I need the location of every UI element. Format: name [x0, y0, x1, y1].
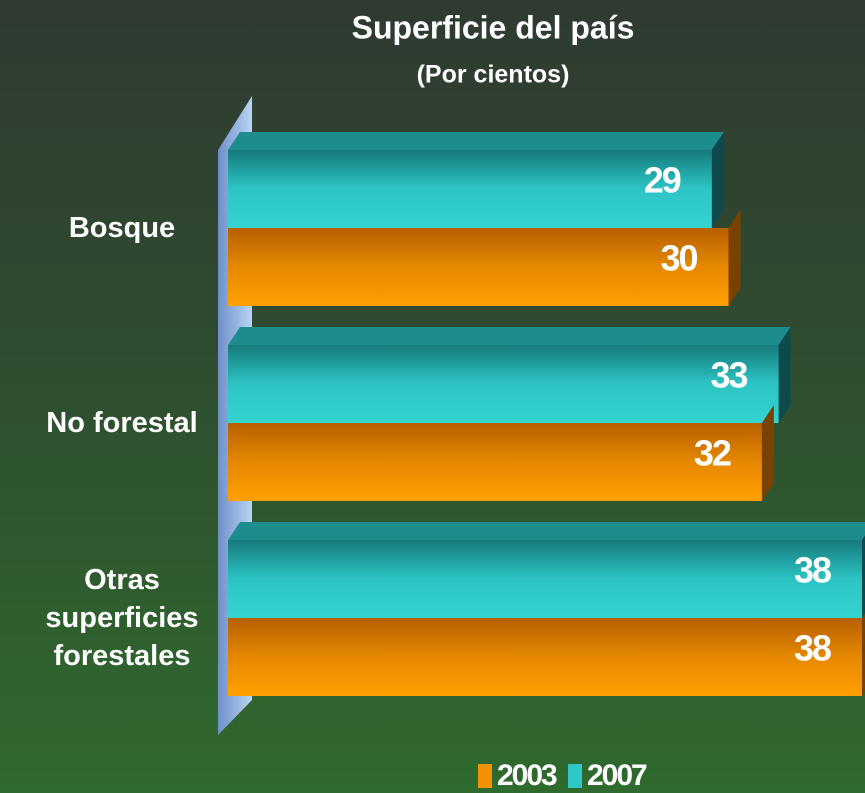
legend-swatch: [478, 764, 492, 788]
data-label: 29: [644, 160, 681, 201]
chart-title: Superficie del país: [352, 9, 635, 45]
bar: [228, 540, 862, 618]
bar-top: [228, 522, 865, 540]
data-label: 32: [694, 433, 731, 474]
bar: [228, 150, 712, 228]
legend-label: 2007: [587, 759, 647, 792]
bar-side: [728, 210, 741, 306]
bar-side: [761, 405, 774, 501]
bar-top: [228, 132, 724, 150]
legend-swatch: [568, 764, 582, 788]
bar: [228, 228, 729, 306]
data-label: 38: [794, 550, 831, 591]
bar: [228, 423, 762, 501]
bar-side: [778, 327, 791, 423]
category-label: Bosque: [68, 212, 176, 244]
legend-label: 2003: [497, 759, 557, 792]
chart-subtitle: (Por cientos): [417, 61, 570, 89]
data-label: 33: [711, 355, 748, 396]
bar-side: [862, 535, 865, 618]
category-label: No forestal: [46, 407, 198, 439]
bar: [228, 618, 862, 696]
bar: [228, 345, 779, 423]
bar-side: [862, 613, 865, 696]
data-label: 30: [660, 238, 697, 279]
category-label: Otras superficies forestales: [45, 564, 199, 672]
bar-side: [711, 132, 724, 228]
data-label: 38: [794, 628, 831, 669]
bar-top: [228, 327, 791, 345]
